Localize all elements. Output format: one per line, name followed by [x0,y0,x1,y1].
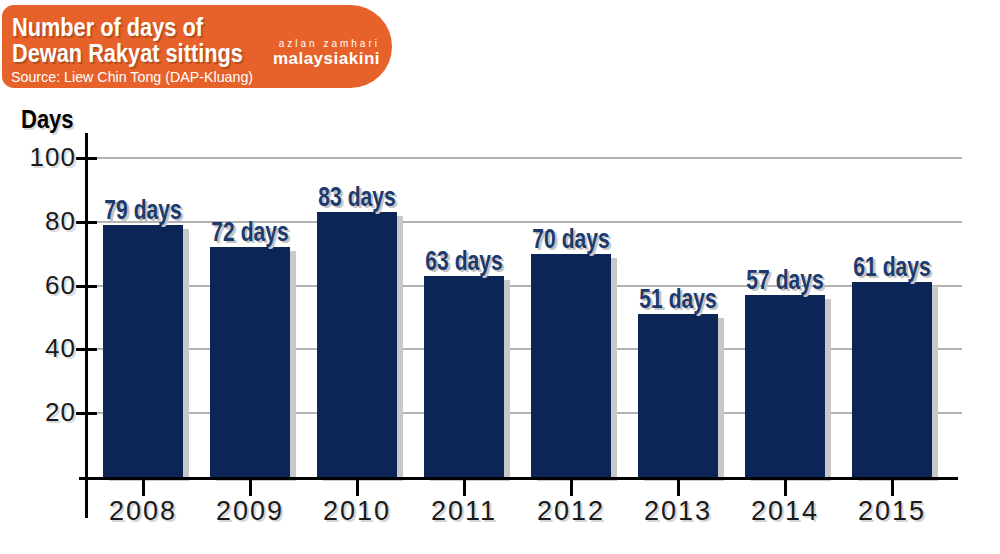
bar [852,282,932,477]
y-tick-label: 80 [0,206,76,237]
x-axis-tick [784,480,787,496]
bar-value-label: 72 days [188,217,313,248]
y-tick-label: 40 [0,333,76,364]
bar-value-label: 70 days [509,224,634,255]
bar [103,225,183,477]
bar [531,254,611,477]
bar [745,295,825,477]
x-axis-tick [356,480,359,496]
y-axis-line [85,133,88,518]
y-axis-title: Days [21,105,74,134]
x-tick-label: 2015 [822,496,962,527]
bar [424,276,504,477]
x-axis-line [79,477,958,480]
y-tick-label: 20 [0,397,76,428]
bar-value-label: 61 days [830,252,955,283]
x-axis-tick [463,480,466,496]
bar [210,247,290,477]
gridline [87,157,962,159]
y-tick-label: 100 [0,142,76,173]
bar [317,212,397,477]
y-tick-label: 60 [0,270,76,301]
x-axis-tick [142,480,145,496]
x-axis-tick [249,480,252,496]
x-axis-tick [570,480,573,496]
bar [638,314,718,477]
bar-chart: Days 2040608010079 days200872 days200983… [0,0,1000,554]
x-axis-tick [891,480,894,496]
x-axis-tick [677,480,680,496]
bar-value-label: 83 days [295,182,420,213]
